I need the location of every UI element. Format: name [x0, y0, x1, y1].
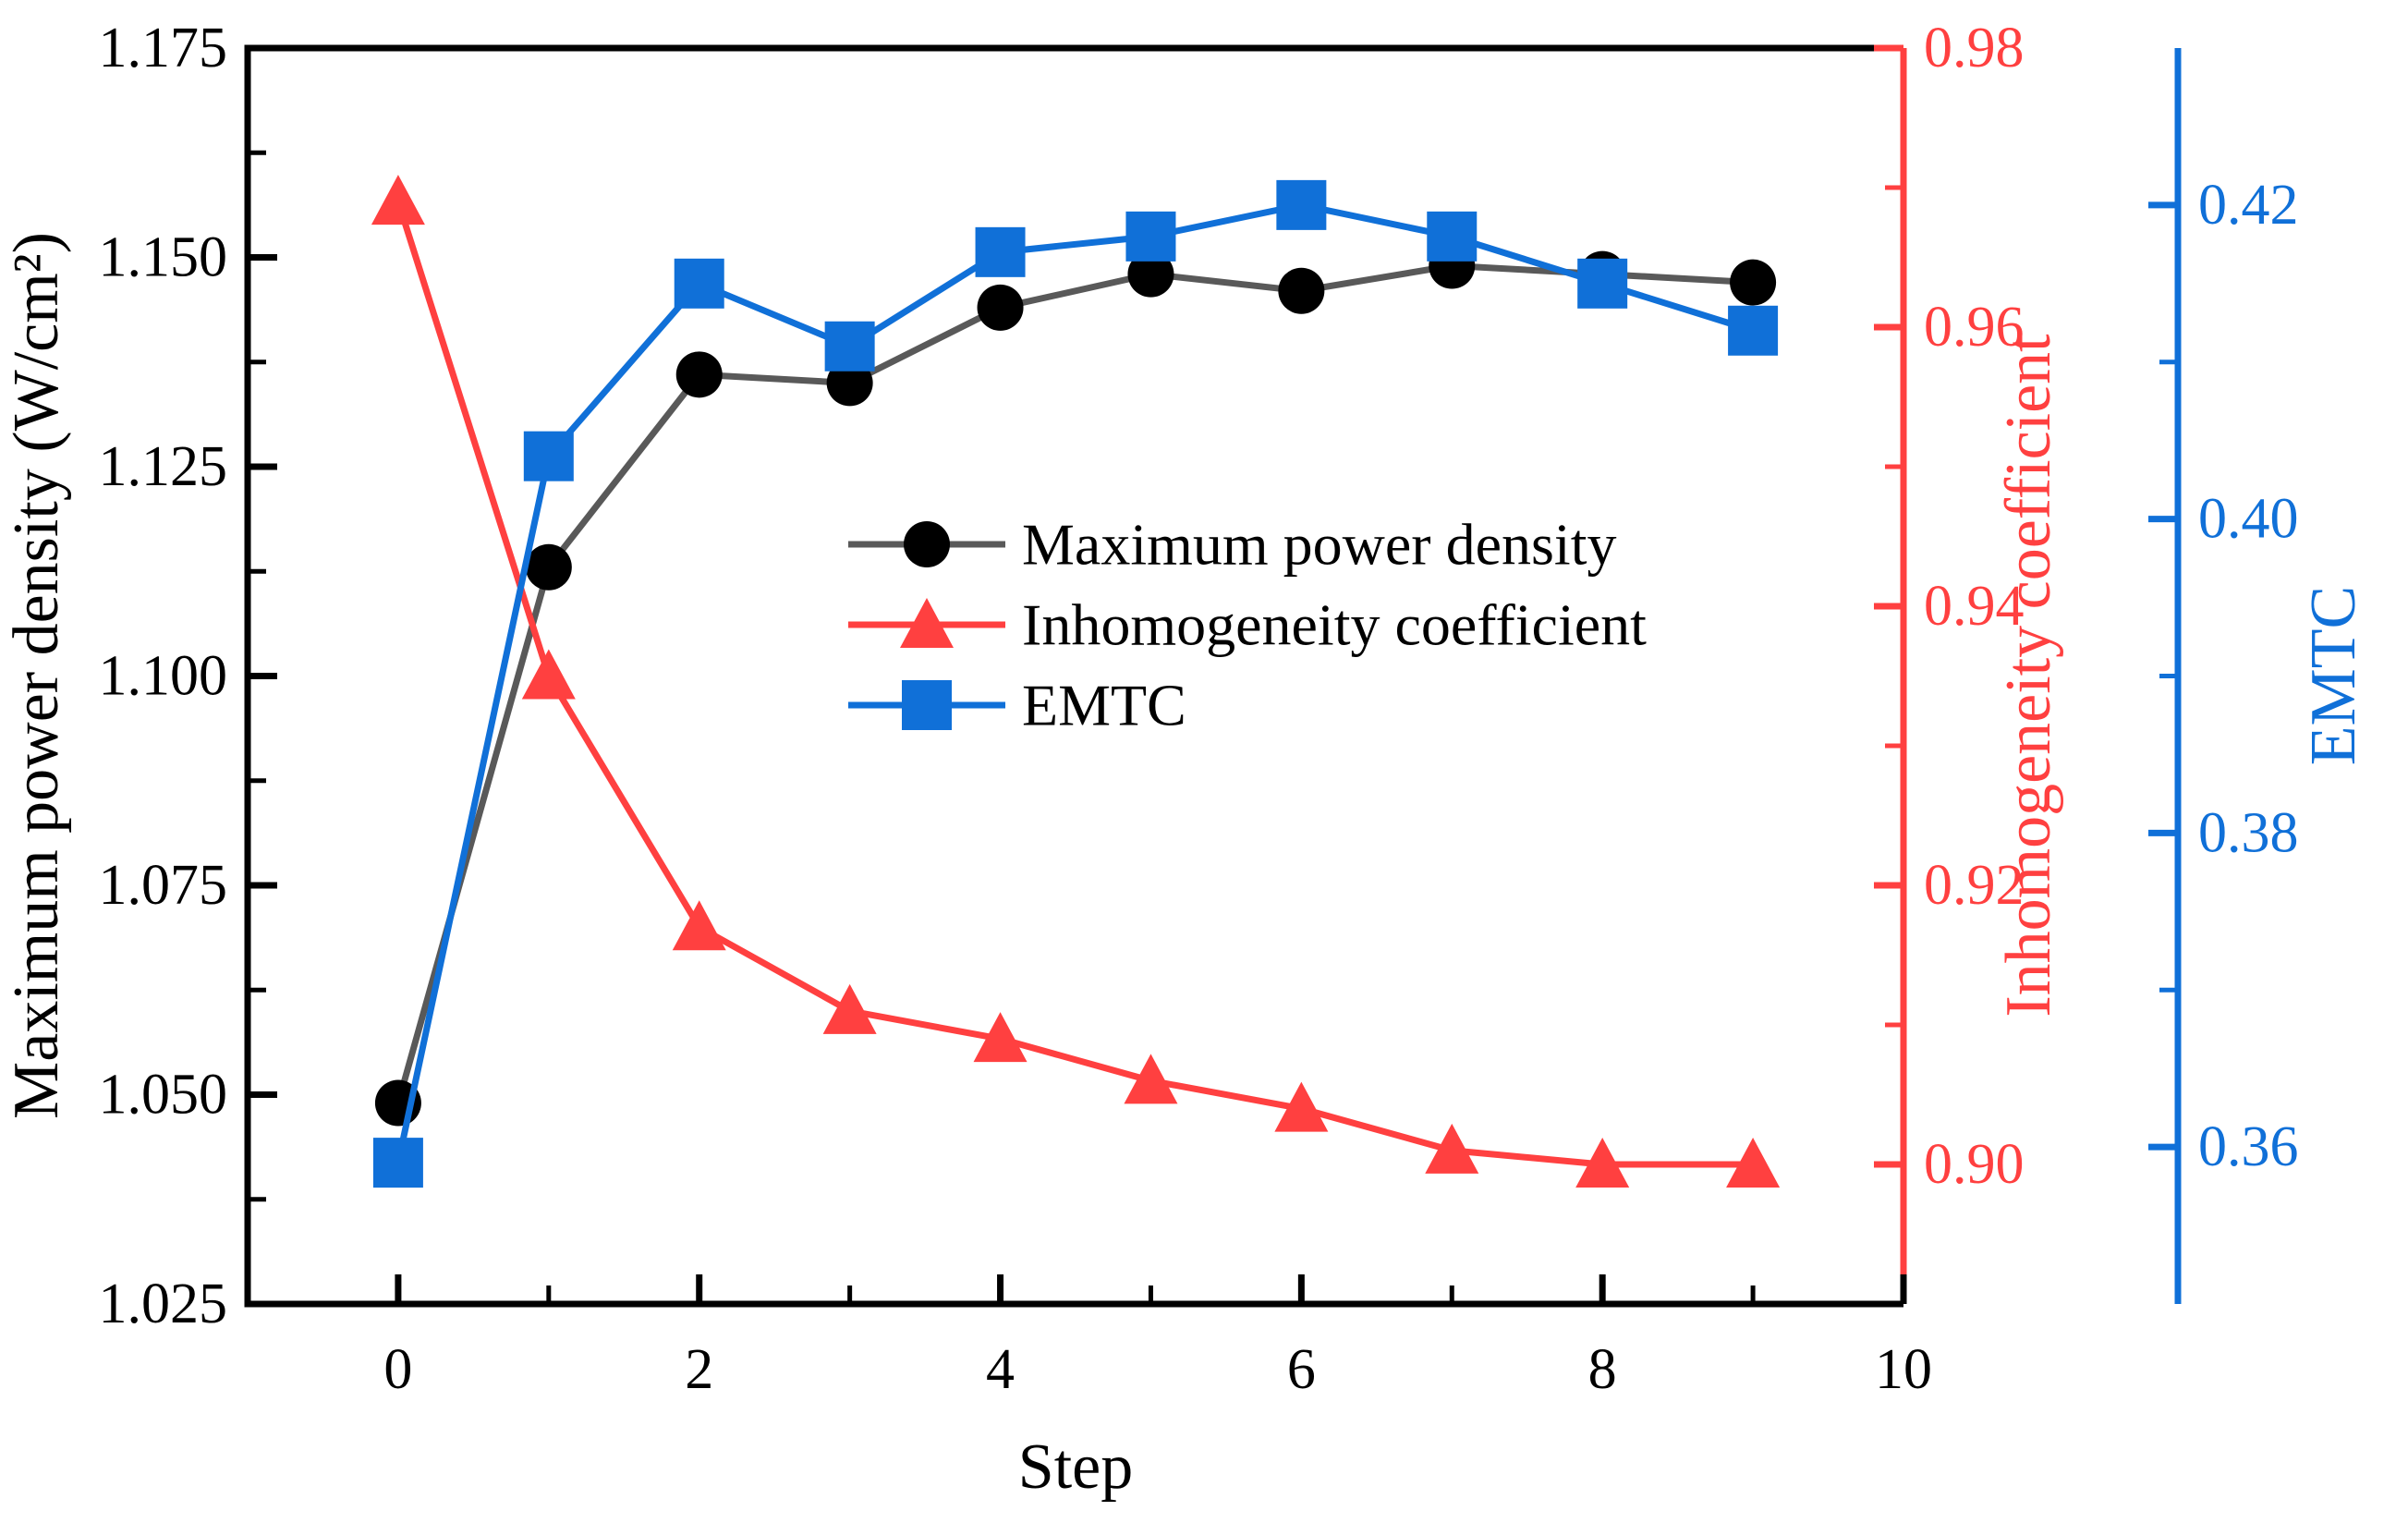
legend-label-inhomogeneity-coefficient: Inhomogeneity coefficient: [1022, 592, 1647, 658]
right2-tick-label: 0.36: [2198, 1115, 2299, 1178]
left-tick-label: 1.125: [99, 435, 228, 498]
legend: Maximum power density Inhomogeneity coef…: [1022, 512, 1647, 738]
data-point-maximum-power-density: [525, 543, 572, 591]
x-tick-label: 4: [986, 1338, 1015, 1401]
series-emtc: [372, 179, 1779, 1188]
data-point-maximum-power-density: [675, 351, 723, 398]
left-tick-label: 1.025: [99, 1273, 228, 1335]
left-axis-title: Maximum power density (W/cm²): [1, 232, 72, 1119]
left-tick-label: 1.075: [99, 854, 228, 917]
legend-symbols: [848, 521, 1005, 730]
data-point-inhomogeneity-coefficient: [1274, 1081, 1329, 1132]
right1-tick-label: 0.96: [1924, 296, 2025, 359]
x-tick-label: 6: [1287, 1338, 1316, 1401]
data-point-maximum-power-density: [977, 284, 1024, 331]
right2-tick-label: 0.40: [2198, 488, 2299, 551]
data-point-emtc: [674, 258, 724, 309]
data-point-emtc: [1728, 305, 1779, 356]
left-tick-label: 1.150: [99, 226, 228, 289]
legend-label-emtc: EMTC: [1022, 673, 1186, 738]
data-point-emtc: [1577, 258, 1628, 309]
data-point-maximum-power-density: [1730, 259, 1777, 306]
data-point-inhomogeneity-coefficient: [371, 175, 425, 225]
x-axis: 0 2 4 6 8 10: [383, 1274, 1932, 1401]
data-point-maximum-power-density: [826, 359, 873, 407]
data-point-inhomogeneity-coefficient: [1124, 1054, 1178, 1104]
x-tick-label: 8: [1588, 1338, 1617, 1401]
series-inhomogeneity-coefficient: [371, 175, 1781, 1188]
right1-tick-label: 0.90: [1924, 1133, 2025, 1196]
right2-tick-label: 0.42: [2198, 174, 2299, 237]
legend-marker-inhomogeneity-coefficient: [900, 598, 954, 648]
right1-tick-label: 0.92: [1924, 854, 2025, 917]
right-axis-1: 0.98 0.96 0.94 0.92 0.90: [1874, 17, 2025, 1196]
data-point-emtc: [1427, 211, 1478, 262]
data-point-emtc: [1276, 179, 1327, 230]
left-tick-label: 1.050: [99, 1064, 228, 1127]
legend-marker-maximum-power-density: [904, 521, 950, 567]
x-axis-title: Step: [1018, 1432, 1133, 1503]
x-tick-label: 10: [1875, 1338, 1932, 1401]
data-point-emtc: [1125, 211, 1176, 262]
x-tick-label: 2: [685, 1338, 713, 1401]
plot-area: 0 2 4 6 8 10 1.175 1.150 1.125 1.100 1.075 1.050 1.0…: [99, 17, 2299, 1401]
data-point-inhomogeneity-coefficient: [1425, 1123, 1479, 1174]
right-axis-1-title: Inhomogeneity coefficient: [1993, 334, 2064, 1017]
x-tick-label: 0: [383, 1338, 412, 1401]
data-point-inhomogeneity-coefficient: [1575, 1138, 1630, 1188]
data-point-inhomogeneity-coefficient: [1726, 1138, 1781, 1188]
data-point-emtc: [523, 431, 574, 481]
data-point-emtc: [975, 226, 1026, 277]
right2-tick-label: 0.38: [2198, 801, 2299, 864]
data-point-inhomogeneity-coefficient: [822, 983, 877, 1034]
right-axis-2-title: EMTC: [2298, 586, 2369, 765]
data-point-maximum-power-density: [1278, 267, 1325, 314]
data-point-emtc: [824, 321, 875, 372]
legend-label-maximum-power-density: Maximum power density: [1022, 512, 1616, 578]
data-point-inhomogeneity-coefficient: [672, 900, 726, 951]
right1-tick-label: 0.94: [1924, 575, 2025, 638]
data-point-inhomogeneity-coefficient: [521, 649, 576, 700]
legend-marker-emtc: [902, 680, 952, 730]
data-point-emtc: [372, 1138, 423, 1188]
left-tick-label: 1.100: [99, 645, 228, 708]
right1-tick-label: 0.98: [1924, 17, 2025, 79]
data-point-inhomogeneity-coefficient: [973, 1012, 1028, 1063]
left-tick-label: 1.175: [99, 17, 228, 79]
data-point-maximum-power-density: [1127, 250, 1174, 298]
right-axis-2: 0.42 0.40 0.38 0.36: [2148, 174, 2299, 1178]
left-axis: 1.175 1.150 1.125 1.100 1.075 1.050 1.025: [99, 17, 277, 1335]
